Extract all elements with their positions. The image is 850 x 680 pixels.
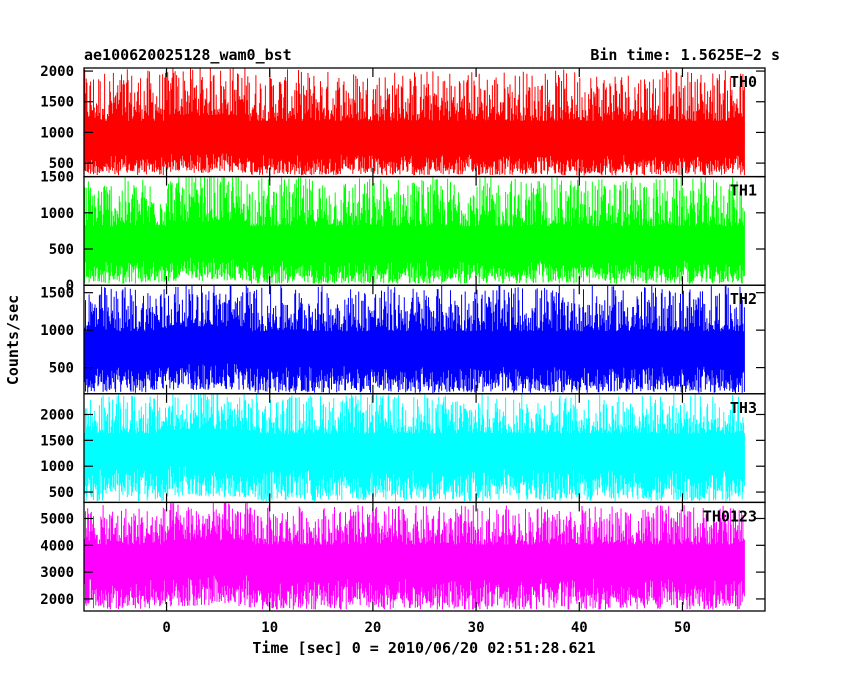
panel-th0123: 2000 3000 4000 5000 TH0123 [40,501,766,612]
panel-label: TH0123 [703,507,757,525]
y-tick-label: 1500 [40,170,74,186]
series-th1 [83,176,745,284]
series-th3 [83,393,745,502]
y-tick-label: 5000 [40,511,74,527]
panel-th1: 0 500 1000 1500 TH1 [40,170,766,294]
y-tick-label: 1000 [40,125,74,141]
y-tick-label: 4000 [40,538,74,554]
panel-label: TH2 [730,290,757,308]
y-tick-label: 1000 [40,323,74,339]
y-tick-label: 1000 [40,459,74,475]
y-tick-label: 500 [49,156,74,172]
y-tick-label: 0 [66,278,74,294]
y-tick-label: 2000 [40,407,74,423]
x-axis-label: Time [sec] 0 = 2010/06/20 02:51:28.621 [252,639,595,657]
x-tick-label: 10 [261,620,278,636]
panel-th0: 500 1000 1500 2000 TH0 [40,64,766,178]
series-th0 [83,68,745,176]
series-th0123 [83,502,745,610]
panel-th2: 500 1000 1500 TH2 [40,284,766,395]
x-tick-label: 50 [674,620,691,636]
y-axis-label: Counts/sec [4,295,22,385]
x-tick-label: 20 [364,620,381,636]
y-tick-label: 2000 [40,592,74,608]
x-tick-label: 0 [162,620,170,636]
y-tick-label: 3000 [40,565,74,581]
panel-th3: 500 1000 1500 2000 TH3 [40,393,766,504]
y-tick-label: 1500 [40,286,74,302]
x-tick-label: 40 [571,620,588,636]
y-tick-label: 1000 [40,206,74,222]
x-tick-label: 30 [468,620,485,636]
y-tick-label: 2000 [40,64,74,80]
x-axis: 0 10 20 30 40 50 [162,620,691,636]
panel-frame [83,501,766,612]
panels-group: 500 1000 1500 2000 TH0 0 500 1000 1500 TH1 500 1000… [40,64,766,612]
y-tick-label: 500 [49,242,74,258]
y-tick-label: 1500 [40,433,74,449]
chart-title-right: Bin time: 1.5625E−2 s [590,46,780,64]
y-tick-label: 1500 [40,95,74,111]
y-tick-label: 500 [49,485,74,501]
y-tick-label: 500 [49,361,74,377]
panel-label: TH3 [730,399,757,417]
chart-title-left: ae100620025128_wam0_bst [84,46,292,64]
series-th2 [83,285,745,393]
panel-label: TH1 [730,182,757,200]
panel-label: TH0 [730,73,757,91]
